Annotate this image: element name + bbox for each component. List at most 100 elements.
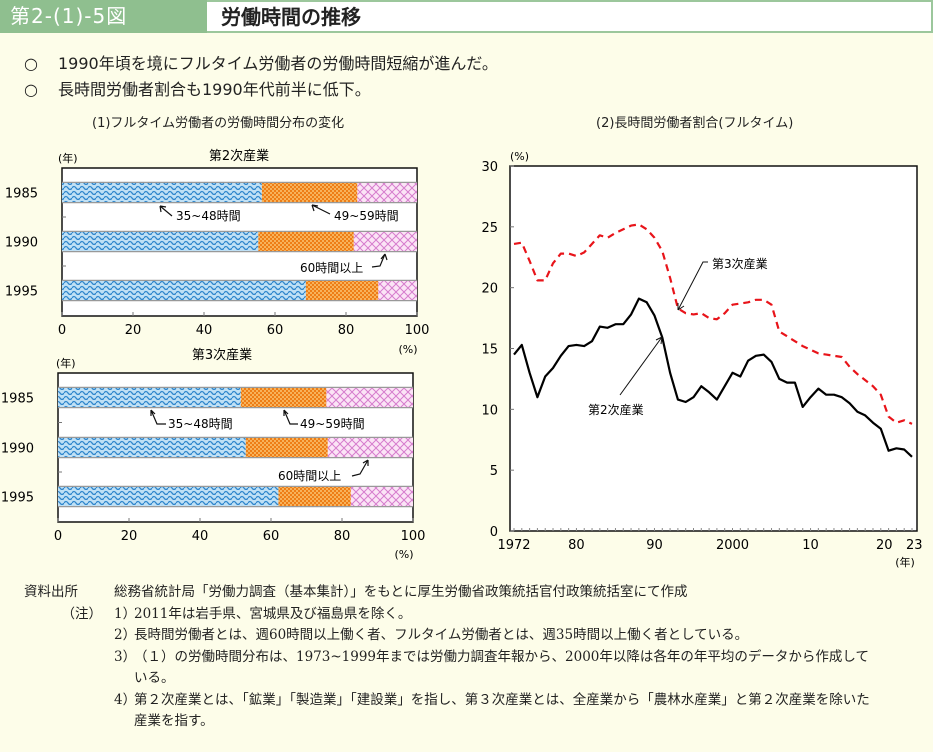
arrow-icon bbox=[351, 459, 369, 477]
bar2-y-unit: (年) bbox=[56, 356, 76, 370]
arrow-icon bbox=[371, 253, 388, 268]
bar-segment-1995-0 bbox=[58, 487, 279, 506]
bar-segment-1990-2 bbox=[327, 438, 413, 457]
bar-segment-1990-1 bbox=[245, 438, 328, 457]
bar-segment-1990-0 bbox=[62, 232, 259, 251]
bar-segment-1990-0 bbox=[58, 438, 246, 457]
series-line-tertiary bbox=[513, 223, 913, 425]
summary-text: 1990年頃を境にフルタイム労働者の労働時間短縮が進んだ。 bbox=[58, 54, 498, 73]
label-tertiary: 第3次産業 bbox=[712, 256, 768, 271]
x-tick-label: 0 bbox=[58, 323, 66, 338]
label-35-48: 35~48時間 bbox=[168, 417, 233, 431]
arrow-icon bbox=[677, 261, 708, 311]
line-annotations: 第3次産業 第2次産業 bbox=[588, 256, 768, 417]
y-tick-label: 10 bbox=[481, 403, 498, 418]
bar-segment-1990-2 bbox=[353, 232, 417, 251]
series-line-secondary bbox=[513, 297, 913, 458]
bar-segment-1990-1 bbox=[258, 232, 354, 251]
bar-segment-1985-2 bbox=[326, 388, 413, 407]
bar-segment-1985-2 bbox=[357, 183, 417, 202]
notes-label: （注） bbox=[61, 605, 103, 622]
arrow-icon bbox=[150, 409, 166, 425]
x-tick-label: 60 bbox=[267, 323, 284, 338]
bar2-title: 第3次産業 bbox=[192, 347, 252, 363]
summary-text: 長時間労働者割合も1990年代前半に低下。 bbox=[58, 80, 371, 99]
notes-section: 資料出所 総務省統計局「労働力調査（基本集計）」をもとに厚生労働省政策統括官付政… bbox=[24, 582, 894, 733]
x-tick-label: 20 bbox=[876, 538, 893, 553]
label-49-59: 49~59時間 bbox=[334, 209, 399, 223]
x-tick-label: 23 bbox=[906, 538, 923, 553]
y-tick-label: 20 bbox=[481, 282, 498, 297]
y-tick-label: 25 bbox=[481, 221, 498, 236]
arrow-icon bbox=[283, 409, 298, 425]
x-tick-label: 20 bbox=[125, 323, 142, 338]
x-tick-label: 80 bbox=[338, 323, 355, 338]
bar-segment-1995-0 bbox=[62, 281, 306, 300]
bar1-annotations: 35~48時間 49~59時間 60時間以上 bbox=[159, 204, 399, 275]
source-label: 資料出所 bbox=[24, 584, 78, 600]
label-secondary: 第2次産業 bbox=[588, 402, 644, 417]
x-tick-label: 90 bbox=[646, 538, 663, 553]
summary-item: ○ 長時間労働者割合も1990年代前半に低下。 bbox=[24, 76, 371, 100]
note-number: 2） bbox=[114, 627, 137, 643]
category-label: 1990 bbox=[5, 236, 38, 251]
y-tick-label: 30 bbox=[481, 160, 498, 175]
summary-item: ○ 1990年頃を境にフルタイム労働者の労働時間短縮が進んだ。 bbox=[24, 50, 498, 74]
x-tick-label: 100 bbox=[401, 529, 426, 544]
arrow-icon bbox=[311, 204, 331, 215]
bar1-x-unit: (%) bbox=[398, 343, 417, 356]
circle-bullet-icon: ○ bbox=[24, 80, 38, 99]
category-label: 1985 bbox=[5, 187, 38, 202]
line-x-unit: (年) bbox=[895, 555, 915, 569]
bar-segment-1985-0 bbox=[58, 388, 241, 407]
panel2-title: (2)長時間労働者割合(フルタイム) bbox=[596, 116, 794, 131]
bar2-annotations: 35~48時間 49~59時間 60時間以上 bbox=[150, 409, 369, 483]
bar1-y-unit: (年) bbox=[58, 151, 78, 165]
bar-segment-1985-1 bbox=[240, 388, 327, 407]
x-tick-label: 20 bbox=[121, 529, 138, 544]
x-tick-label: 80 bbox=[334, 529, 351, 544]
x-tick-label: 40 bbox=[196, 323, 213, 338]
bar-segment-1985-0 bbox=[62, 183, 262, 202]
arrow-icon bbox=[619, 336, 663, 396]
category-label: 1995 bbox=[5, 285, 38, 300]
label-35-48: 35~48時間 bbox=[176, 209, 241, 223]
figure-title: 労働時間の推移 bbox=[207, 0, 933, 33]
y-tick-label: 5 bbox=[490, 464, 498, 479]
note-number: 4） bbox=[114, 691, 137, 708]
x-tick-label: 40 bbox=[192, 529, 209, 544]
note-text: （１）の労働時間分布は、1973~1999年までは労働力調査年報から、2000年… bbox=[134, 648, 869, 687]
panel1-title: (1)フルタイム労働者の労働時間分布の変化 bbox=[92, 116, 345, 131]
note-number: 3） bbox=[114, 648, 137, 665]
label-49-59: 49~59時間 bbox=[300, 417, 365, 431]
bar-segment-1995-2 bbox=[378, 281, 417, 300]
bar-segment-1995-2 bbox=[350, 487, 413, 506]
y-tick-label: 15 bbox=[481, 343, 498, 358]
arrow-icon bbox=[159, 205, 173, 217]
category-label: 1985 bbox=[1, 392, 34, 407]
line-plot-area bbox=[509, 165, 918, 532]
bar-segment-1995-1 bbox=[305, 281, 379, 300]
source-text: 総務省統計局「労働力調査（基本集計）」をもとに厚生労働省政策統括官付政策統括室に… bbox=[114, 584, 688, 600]
note-text: 第２次産業とは、「鉱業」「製造業」「建設業」を指し、第３次産業とは、全産業から「… bbox=[134, 691, 870, 730]
x-tick-label: 2000 bbox=[716, 538, 749, 553]
x-tick-label: 10 bbox=[802, 538, 819, 553]
bar-segment-1985-1 bbox=[261, 183, 358, 202]
bar-segment-1995-1 bbox=[278, 487, 351, 506]
bar1-title: 第2次産業 bbox=[209, 148, 269, 164]
x-tick-label: 1972 bbox=[497, 538, 530, 553]
bar2-x-unit: (%) bbox=[394, 548, 413, 561]
label-60-plus: 60時間以上 bbox=[300, 261, 363, 275]
category-label: 1995 bbox=[1, 491, 34, 506]
y-tick-label: 0 bbox=[490, 525, 498, 540]
x-tick-label: 0 bbox=[54, 529, 62, 544]
note-text: 2011年は岩手県、宮城県及び福島県を除く。 bbox=[134, 605, 412, 622]
x-tick-label: 80 bbox=[568, 538, 585, 553]
figure-number: 第2-(1)-5図 bbox=[0, 0, 207, 33]
line-y-unit: (%) bbox=[510, 150, 529, 163]
note-number: 1） bbox=[114, 605, 137, 622]
